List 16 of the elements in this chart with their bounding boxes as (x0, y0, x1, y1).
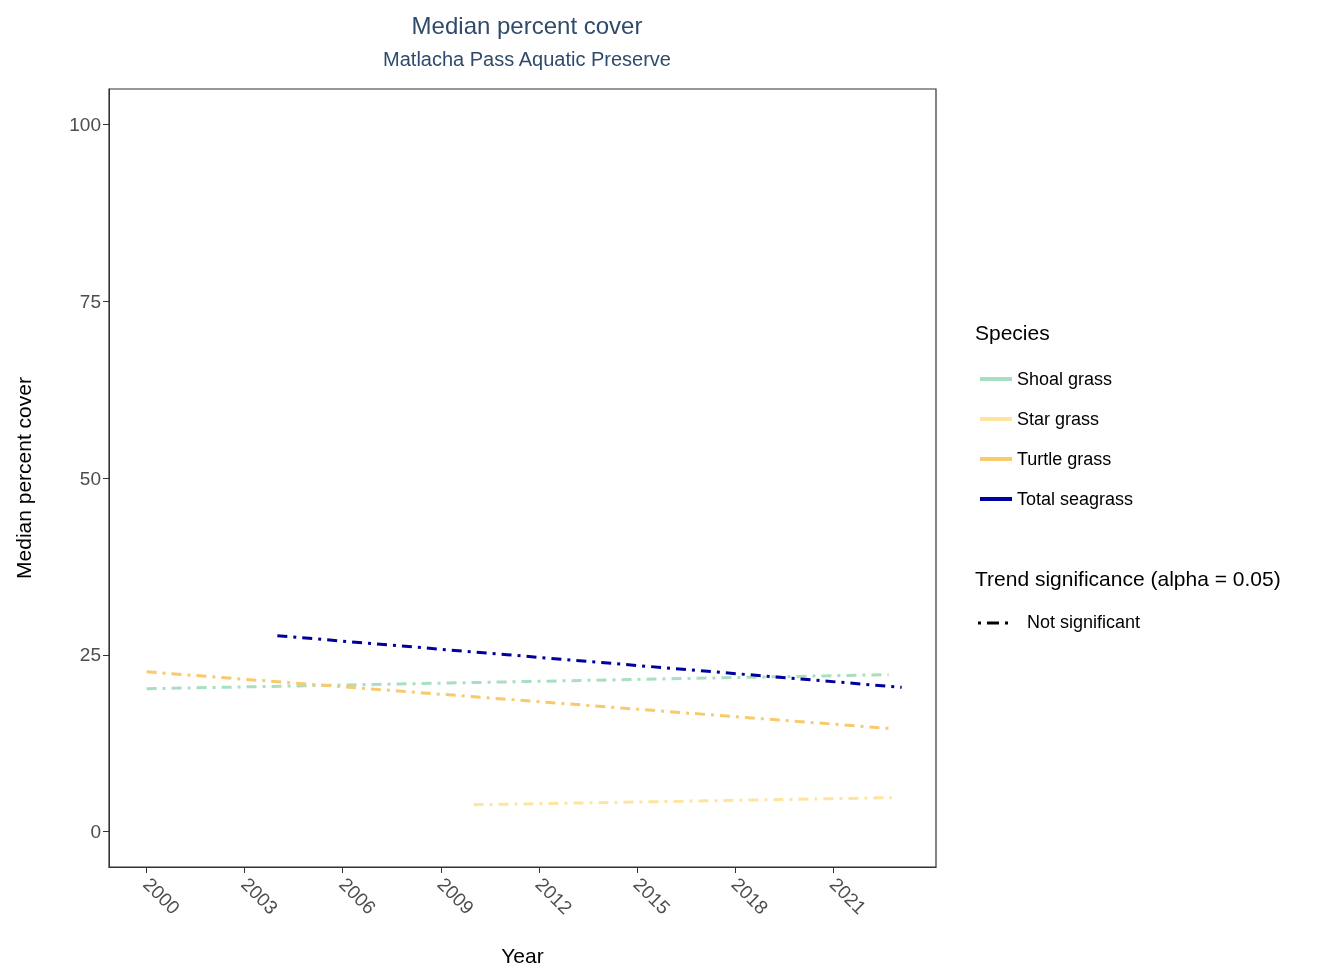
chart-title: Median percent cover (411, 11, 643, 39)
legend-label: Total seagrass (1017, 489, 1134, 509)
legend-label: Shoal grass (1017, 369, 1113, 389)
y-tick-label: 0 (90, 821, 101, 843)
text: Trend significance (alpha = 0.05) (975, 567, 1281, 590)
chart-subtitle: Matlacha Pass Aquatic Preserve (383, 48, 671, 70)
y-tick-label: 75 (79, 290, 101, 312)
y-axis-title: Median percent cover (12, 377, 35, 579)
y-tick-label: 50 (79, 467, 101, 489)
y-tick-label: 25 (79, 644, 101, 666)
legend-label: Star grass (1017, 409, 1100, 429)
legend-label: Turtle grass (1017, 449, 1112, 469)
legend-title: Species (975, 321, 1050, 344)
y-tick-label: 100 (69, 113, 101, 135)
text: Not significant (1027, 612, 1141, 632)
x-axis-title: Year (501, 944, 544, 967)
